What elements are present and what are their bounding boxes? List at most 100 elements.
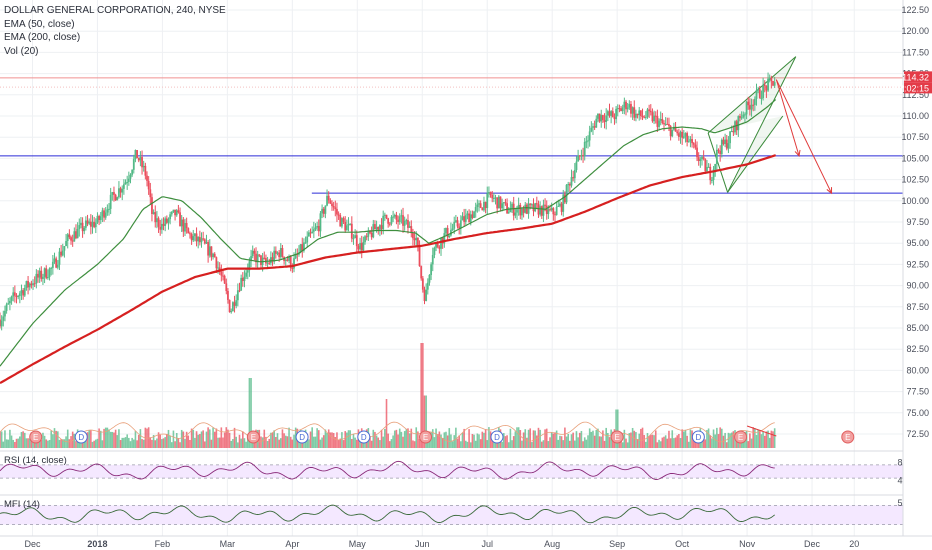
candle-body <box>750 104 753 110</box>
candle-body <box>73 231 76 242</box>
volume-bar <box>664 435 667 448</box>
candle-body <box>618 108 621 110</box>
volume-bar <box>147 427 150 448</box>
volume-bar <box>101 440 104 448</box>
volume-bar <box>322 435 325 448</box>
candle-body <box>454 220 457 222</box>
volume-bar <box>5 439 8 448</box>
candle-body <box>521 208 523 216</box>
candle-body <box>545 205 548 215</box>
candle-body <box>509 208 512 213</box>
candle-body <box>27 281 29 288</box>
volume-bar <box>509 428 512 448</box>
legend-ema200[interactable]: EMA (200, close) <box>4 32 81 43</box>
volume-bar <box>137 435 140 448</box>
volume-bar <box>189 439 191 448</box>
candle-body <box>575 161 578 170</box>
legend-vol[interactable]: Vol (20) <box>4 45 39 57</box>
volume-bar <box>23 432 26 448</box>
candle-body <box>395 214 398 220</box>
volume-bar <box>319 439 322 448</box>
volume-bar <box>522 432 525 448</box>
candle-body <box>714 163 717 170</box>
candle-body <box>312 229 315 232</box>
volume-bar <box>542 440 545 448</box>
volume-bar <box>121 437 124 448</box>
volume-bar <box>661 437 664 448</box>
candle-body <box>633 107 636 118</box>
volume-bar <box>60 439 62 448</box>
time-axis-tick: Aug <box>544 539 560 549</box>
candle-body <box>606 111 609 116</box>
candle-body <box>717 149 720 151</box>
volume-bar <box>725 442 728 448</box>
volume-bar <box>185 431 188 448</box>
volume-bar <box>486 440 489 448</box>
volume-bar <box>83 439 86 448</box>
candle-body <box>30 283 33 286</box>
volume-bar <box>630 432 632 448</box>
candle-body <box>33 283 36 285</box>
candle-body <box>620 108 622 112</box>
candle-body <box>227 290 229 300</box>
candle-body <box>608 111 611 116</box>
candle-body <box>711 179 713 181</box>
candle-body <box>238 290 241 292</box>
candle-body <box>17 296 20 298</box>
volume-bar <box>436 434 439 448</box>
volume-bar <box>95 439 97 448</box>
volume-bar <box>372 429 375 448</box>
volume-bar <box>410 428 413 448</box>
volume-bar <box>75 441 77 448</box>
candle-body <box>357 246 360 250</box>
volume-bar <box>706 429 708 448</box>
volume-bar <box>341 432 343 448</box>
candle-body <box>9 300 11 304</box>
candle-body <box>398 216 401 223</box>
candle-body <box>410 226 413 234</box>
volume-bar <box>425 395 427 448</box>
candle-body <box>587 140 589 142</box>
candle-body <box>610 111 613 116</box>
candle-body <box>684 133 687 137</box>
candle-body <box>603 119 606 122</box>
time-axis-tick: Oct <box>675 539 690 549</box>
volume-bar <box>590 431 593 448</box>
candle-body <box>203 239 206 244</box>
volume-bar <box>27 438 29 448</box>
volume-bar <box>636 439 639 448</box>
candle-body <box>719 150 722 155</box>
candle-body <box>68 234 71 238</box>
volume-bar <box>109 431 112 448</box>
oscillator-band <box>0 464 903 479</box>
volume-bar <box>468 429 470 448</box>
volume-bar <box>232 439 234 448</box>
candle-body <box>321 208 323 214</box>
candle-body <box>572 177 575 179</box>
legend-ema50[interactable]: EMA (50, close) <box>4 18 75 30</box>
dividend-event-icon <box>357 430 371 444</box>
volume-bar <box>418 439 421 448</box>
candle-body <box>491 195 494 199</box>
candle-body <box>230 311 233 313</box>
candle-body <box>501 203 504 209</box>
volume-bar <box>164 437 166 448</box>
candle-body <box>762 84 765 98</box>
candle-body <box>646 109 649 117</box>
volume-bar <box>654 430 657 448</box>
candle-body <box>132 159 135 170</box>
dividend-event-icon <box>691 430 705 444</box>
volume-bar <box>651 434 654 448</box>
volume-bar <box>464 440 467 448</box>
volume-bar <box>451 441 454 448</box>
candle-body <box>539 206 542 215</box>
candle-body <box>4 310 6 317</box>
volume-bar <box>767 430 769 448</box>
volume-bar <box>645 441 647 448</box>
volume-bar <box>717 434 720 448</box>
candle-body <box>303 242 305 251</box>
candle-body <box>435 243 437 248</box>
candle-body <box>91 221 94 227</box>
